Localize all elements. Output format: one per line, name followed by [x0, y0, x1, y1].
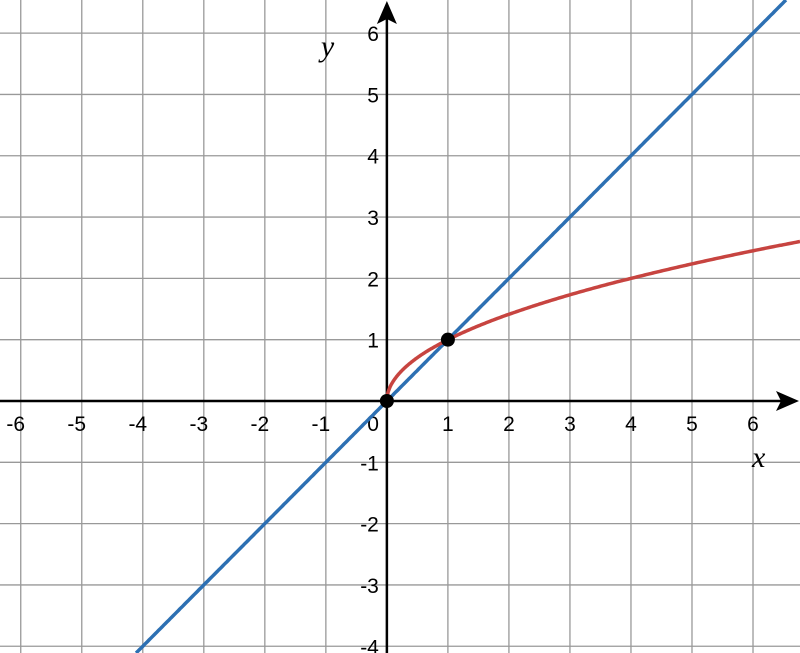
x-tick-label: -6 — [6, 413, 25, 436]
series-line — [385, 239, 800, 401]
x-tick-label: 5 — [686, 413, 698, 436]
x-axis-label: x — [751, 441, 766, 474]
y-tick-label: -1 — [360, 452, 379, 475]
x-tick-label: 3 — [564, 413, 576, 436]
x-axis-arrow — [776, 390, 799, 411]
x-tick-label: -4 — [128, 413, 147, 436]
x-tick-label: -1 — [312, 413, 331, 436]
y-tick-label: 4 — [367, 146, 379, 169]
data-point — [440, 332, 455, 347]
y-axis-arrow — [376, 1, 397, 24]
x-tick-label: 6 — [747, 413, 759, 436]
y-tick-label: -4 — [360, 636, 379, 653]
x-tick-label: 2 — [503, 413, 515, 436]
x-tick-label: -3 — [189, 413, 208, 436]
series-line — [134, 0, 788, 653]
x-tick-label: -2 — [250, 413, 269, 436]
origin-label: 0 — [367, 413, 379, 436]
y-tick-label: 3 — [367, 207, 379, 230]
y-tick-label: 6 — [367, 23, 379, 46]
data-point — [379, 393, 394, 408]
x-tick-label: 1 — [442, 413, 454, 436]
y-tick-label: -3 — [360, 575, 379, 598]
y-tick-label: -2 — [360, 514, 379, 537]
y-tick-label: 1 — [367, 330, 379, 353]
x-tick-label: 4 — [625, 413, 637, 436]
y-tick-label: 5 — [367, 84, 379, 107]
x-tick-label: -5 — [67, 413, 86, 436]
y-axis-label: y — [318, 30, 335, 63]
y-tick-label: 2 — [367, 268, 379, 291]
